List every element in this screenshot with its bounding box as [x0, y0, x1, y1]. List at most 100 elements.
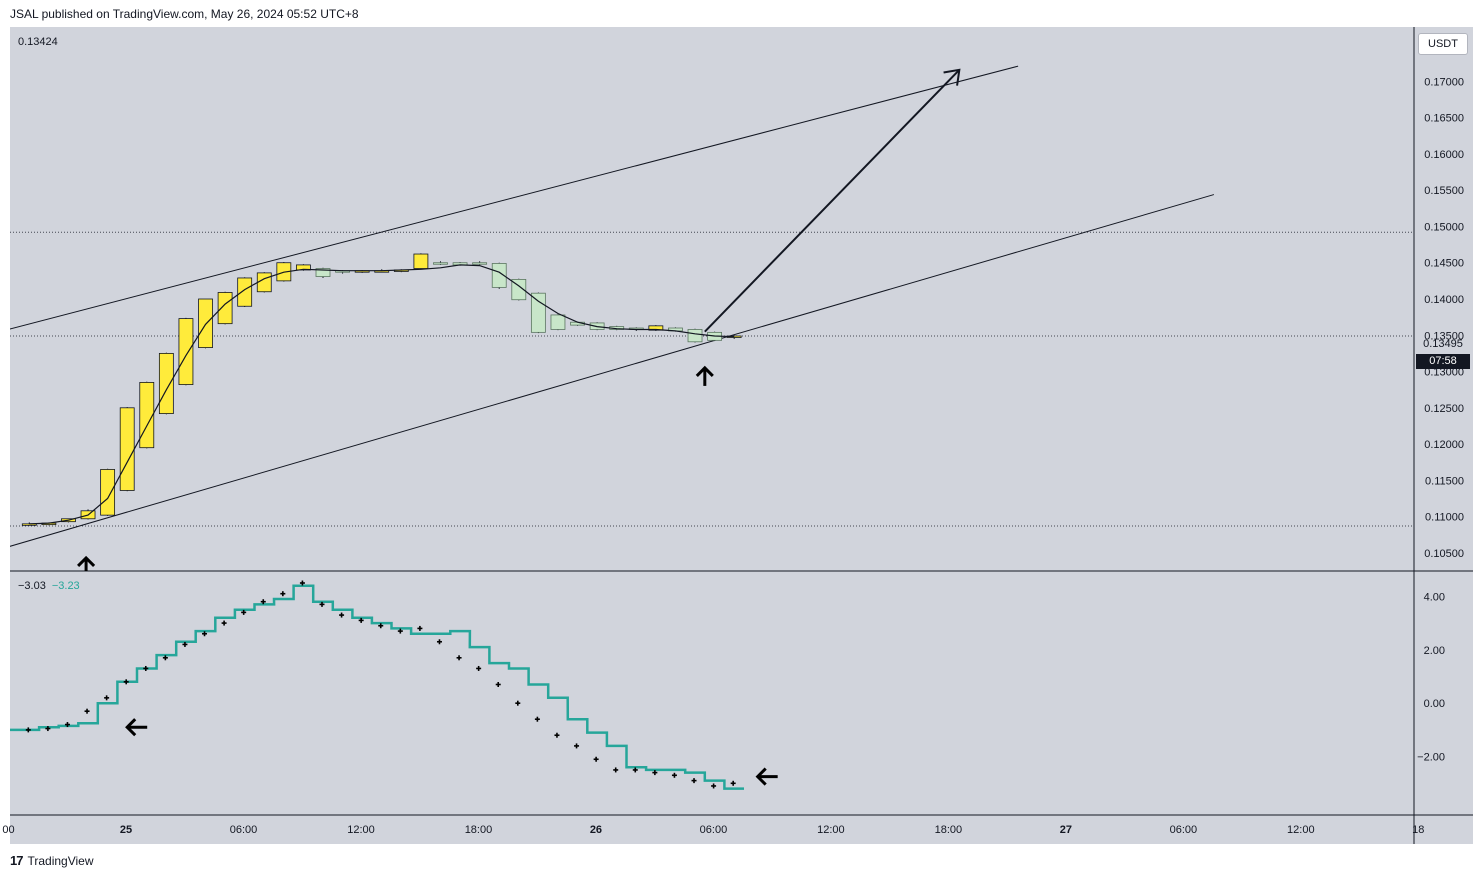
signal-dot — [319, 601, 325, 607]
signal-dot — [613, 767, 619, 773]
signal-dot — [476, 665, 482, 671]
signal-dot — [711, 783, 717, 789]
time-tick-label: 18:00 — [465, 824, 493, 836]
signal-dot — [104, 695, 110, 701]
left-arrow-marker-head — [125, 718, 137, 737]
price-tick-label: 0.12000 — [1424, 439, 1464, 451]
oscillator-tick-label: −2.00 — [1417, 752, 1445, 764]
candle-body — [530, 292, 546, 333]
signal-dot — [456, 655, 462, 661]
candle-body — [315, 268, 331, 277]
time-tick-label: 18 — [1412, 824, 1424, 836]
price-pane-value: 0.13424 — [18, 36, 58, 48]
candle-body — [648, 325, 664, 331]
signal-dot — [202, 631, 208, 637]
signal-dot — [730, 780, 736, 786]
signal-dot — [84, 708, 90, 714]
candle-body — [178, 318, 194, 385]
time-tick-label: 06:00 — [1170, 824, 1198, 836]
candle-body — [256, 272, 272, 293]
oscillator-step-line — [10, 584, 744, 790]
signal-dot — [143, 665, 149, 671]
tradingview-logo-icon: 17 — [10, 853, 24, 868]
signal-dot — [299, 580, 305, 586]
projection-arrow-line — [704, 69, 961, 333]
candle-body — [413, 253, 429, 269]
time-tick-label: 12:00 — [347, 824, 375, 836]
signal-dot — [515, 700, 521, 706]
price-tick-label: 0.12500 — [1424, 403, 1464, 415]
signal-dot — [593, 756, 599, 762]
signal-dot — [652, 770, 658, 776]
signal-dot — [25, 727, 31, 733]
candle-body — [550, 314, 566, 330]
oscillator-tick-label: 0.00 — [1424, 698, 1445, 710]
brand-name: TradingView — [27, 853, 94, 868]
time-tick-label: 00 — [2, 824, 14, 836]
price-tick-label: 0.13500 — [1424, 330, 1464, 342]
signal-dot — [182, 641, 188, 647]
signal-dot — [397, 628, 403, 634]
candle-countdown-label: 07:58 — [1416, 354, 1470, 369]
currency-button[interactable]: USDT — [1418, 33, 1468, 55]
time-tick-label: 26 — [590, 824, 602, 836]
up-arrow-marker-head — [695, 365, 714, 377]
time-tick-label: 12:00 — [1287, 824, 1315, 836]
current-price-label: 0.13495 — [1423, 338, 1463, 350]
time-tick-label: 25 — [120, 824, 132, 836]
up-arrow-marker-head — [77, 555, 96, 568]
signal-dot — [280, 591, 286, 597]
trendline — [10, 194, 1215, 547]
trendline — [10, 65, 1019, 330]
candle-body — [511, 279, 527, 301]
price-tick-label: 0.16500 — [1424, 113, 1464, 125]
signal-dot — [534, 716, 540, 722]
projection-arrow-head — [943, 68, 961, 86]
tradingview-brand[interactable]: 17 TradingView — [10, 853, 94, 868]
candle-body — [158, 352, 174, 415]
signal-dot — [260, 599, 266, 605]
candle-body — [198, 298, 213, 348]
signal-dot — [221, 620, 227, 626]
price-tick-label: 0.17000 — [1424, 76, 1464, 88]
price-tick-label: 0.10500 — [1424, 548, 1464, 560]
candle-body — [433, 262, 448, 265]
signal-dot — [45, 726, 51, 732]
signal-dot — [241, 609, 247, 615]
published-line: JSAL published on TradingView.com, May 2… — [10, 7, 359, 21]
oscillator-tick-label: 4.00 — [1424, 591, 1445, 603]
signal-dot — [339, 612, 345, 618]
price-tick-label: 0.11000 — [1425, 512, 1464, 524]
signal-dot — [358, 617, 364, 623]
candle-body — [687, 329, 703, 343]
signal-dot — [162, 655, 168, 661]
signal-dot — [495, 681, 501, 687]
candle-body — [100, 469, 116, 516]
price-tick-label: 0.11500 — [1425, 475, 1464, 487]
price-tick-label: 0.15500 — [1424, 185, 1464, 197]
candle-body — [491, 263, 507, 288]
oscillator-value-2: −3.23 — [51, 580, 80, 592]
oscillator-tick-label: 2.00 — [1424, 645, 1445, 657]
left-arrow-marker-head — [755, 767, 767, 786]
oscillator-values: −3.03 −3.23 — [18, 580, 80, 592]
time-tick-label: 27 — [1060, 824, 1072, 836]
price-tick-label: 0.14000 — [1424, 294, 1464, 306]
candle-body — [139, 382, 155, 449]
signal-dot — [632, 767, 638, 773]
candle-body — [296, 264, 311, 271]
price-tick-label: 0.14500 — [1424, 258, 1464, 270]
signal-dot — [417, 625, 423, 631]
price-tick-label: 0.16000 — [1424, 149, 1464, 161]
candle-body — [237, 277, 253, 307]
time-tick-label: 12:00 — [817, 824, 845, 836]
chart-area[interactable] — [10, 27, 1473, 844]
signal-dot — [671, 772, 677, 778]
signal-dot — [691, 778, 697, 784]
price-tick-label: 0.15000 — [1424, 221, 1464, 233]
smoothed-average-line — [29, 264, 735, 525]
signal-dot — [436, 639, 442, 645]
oscillator-value-1: −3.03 — [18, 580, 46, 592]
candle-body — [119, 407, 135, 491]
